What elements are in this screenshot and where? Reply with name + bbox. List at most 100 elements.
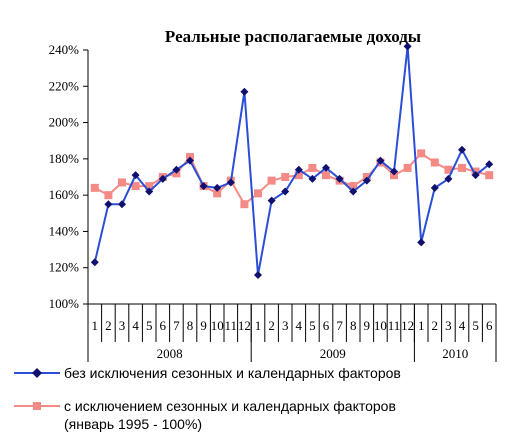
year-label: 2008 xyxy=(157,346,183,361)
x-tick-label: 6 xyxy=(160,318,167,333)
x-tick-label: 10 xyxy=(211,318,224,333)
data-point-series-1 xyxy=(90,258,99,267)
data-point-series-2 xyxy=(240,200,249,209)
legend-marker-series-1 xyxy=(32,368,42,378)
legend-marker-series-2 xyxy=(33,402,41,410)
legend: без исключения сезонных и календарных фа… xyxy=(14,365,401,432)
data-point-series-1 xyxy=(226,178,235,187)
data-point-series-1 xyxy=(294,165,303,174)
y-tick-label: 240% xyxy=(49,42,80,57)
x-tick-label: 9 xyxy=(364,318,371,333)
x-tick-label: 12 xyxy=(238,318,251,333)
series-line-1 xyxy=(93,46,490,276)
data-point-series-2 xyxy=(267,176,276,185)
y-tick-label: 160% xyxy=(49,187,80,202)
y-tick-label: 120% xyxy=(49,260,80,275)
x-tick-label: 4 xyxy=(459,318,466,333)
data-point-series-2 xyxy=(458,163,466,172)
data-point-series-2 xyxy=(294,171,303,180)
data-point-series-2 xyxy=(403,163,412,172)
x-tick-label: 3 xyxy=(282,318,289,333)
data-point-series-2 xyxy=(417,149,426,158)
data-point-series-1 xyxy=(471,171,480,180)
data-point-series-1 xyxy=(172,165,181,174)
x-tick-label: 5 xyxy=(472,318,479,333)
legend-label-series-1: без исключения сезонных и календарных фа… xyxy=(64,365,401,381)
data-point-series-1 xyxy=(199,182,208,191)
x-tick-label: 2 xyxy=(105,318,112,333)
data-point-series-1 xyxy=(362,176,371,185)
y-tick-label: 200% xyxy=(49,115,80,130)
data-point-series-1 xyxy=(430,183,439,192)
x-tick-label: 9 xyxy=(200,318,207,333)
data-point-series-2 xyxy=(254,189,262,198)
data-point-series-1 xyxy=(390,167,398,176)
data-point-series-2 xyxy=(349,182,358,191)
x-tick-label: 8 xyxy=(350,318,357,333)
legend-label-series-2-line2: (январь 1995 - 100%) xyxy=(64,416,202,432)
x-tick-label: 4 xyxy=(296,318,303,333)
axes: 100%120%140%160%180%200%220%240%1 2 3 4 5 6 7 8… xyxy=(49,42,497,362)
data-point-series-1 xyxy=(104,200,113,209)
x-tick-label: 10 xyxy=(374,318,387,333)
y-tick-label: 100% xyxy=(49,296,80,311)
x-tick-label: 4 xyxy=(132,318,139,333)
x-tick-label: 5 xyxy=(146,318,153,333)
data-point-series-1 xyxy=(403,42,412,51)
data-point-series-1 xyxy=(254,270,262,279)
data-point-series-1 xyxy=(118,200,126,209)
data-point-series-2 xyxy=(485,171,494,180)
data-point-series-1 xyxy=(458,145,466,154)
x-tick-label: 6 xyxy=(323,318,330,333)
x-tick-label: 1 xyxy=(92,318,99,333)
data-point-series-2 xyxy=(308,163,317,172)
data-point-series-1 xyxy=(267,196,276,205)
x-tick-label: 12 xyxy=(401,318,414,333)
data-point-series-1 xyxy=(349,187,358,196)
chart-title: Реальные располагаемые доходы xyxy=(165,27,421,46)
data-point-series-1 xyxy=(281,187,290,196)
data-point-series-1 xyxy=(186,156,194,165)
data-point-series-2 xyxy=(281,173,290,181)
x-tick-label: 7 xyxy=(173,318,180,333)
year-label: 2009 xyxy=(320,346,346,361)
x-tick-label: 2 xyxy=(432,318,439,333)
data-point-series-1 xyxy=(444,174,453,183)
y-tick-label: 220% xyxy=(49,78,80,93)
legend-label-series-2: с исключением сезонных и календарных фак… xyxy=(64,398,396,414)
x-tick-label: 1 xyxy=(255,318,262,333)
y-tick-label: 140% xyxy=(49,223,80,238)
data-point-series-2 xyxy=(322,171,330,180)
x-tick-label: 8 xyxy=(187,318,194,333)
data-point-series-1 xyxy=(485,160,494,169)
x-tick-label: 5 xyxy=(309,318,316,333)
data-point-series-1 xyxy=(145,187,154,196)
data-point-series-2 xyxy=(90,183,99,192)
x-tick-label: 3 xyxy=(445,318,452,333)
data-point-series-1 xyxy=(213,183,222,192)
data-point-series-2 xyxy=(145,182,154,191)
data-point-series-1 xyxy=(308,174,317,183)
x-tick-label: 11 xyxy=(225,318,238,333)
x-tick-label: 7 xyxy=(336,318,343,333)
data-point-series-1 xyxy=(376,156,385,165)
x-tick-label: 2 xyxy=(268,318,275,333)
data-point-series-2 xyxy=(104,191,113,200)
data-point-series-2 xyxy=(430,158,439,167)
x-tick-label: 3 xyxy=(119,318,126,333)
x-tick-label: 6 xyxy=(486,318,493,333)
series-layer xyxy=(90,42,494,279)
data-point-series-2 xyxy=(131,182,140,191)
y-tick-label: 180% xyxy=(49,151,80,166)
year-label: 2010 xyxy=(442,346,468,361)
data-point-series-1 xyxy=(322,163,330,172)
x-tick-label: 1 xyxy=(418,318,425,333)
data-point-series-1 xyxy=(335,174,344,183)
data-point-series-2 xyxy=(213,189,222,198)
data-point-series-2 xyxy=(444,165,453,174)
data-point-series-1 xyxy=(131,171,140,180)
data-point-series-1 xyxy=(417,238,426,247)
x-tick-label: 11 xyxy=(388,318,401,333)
